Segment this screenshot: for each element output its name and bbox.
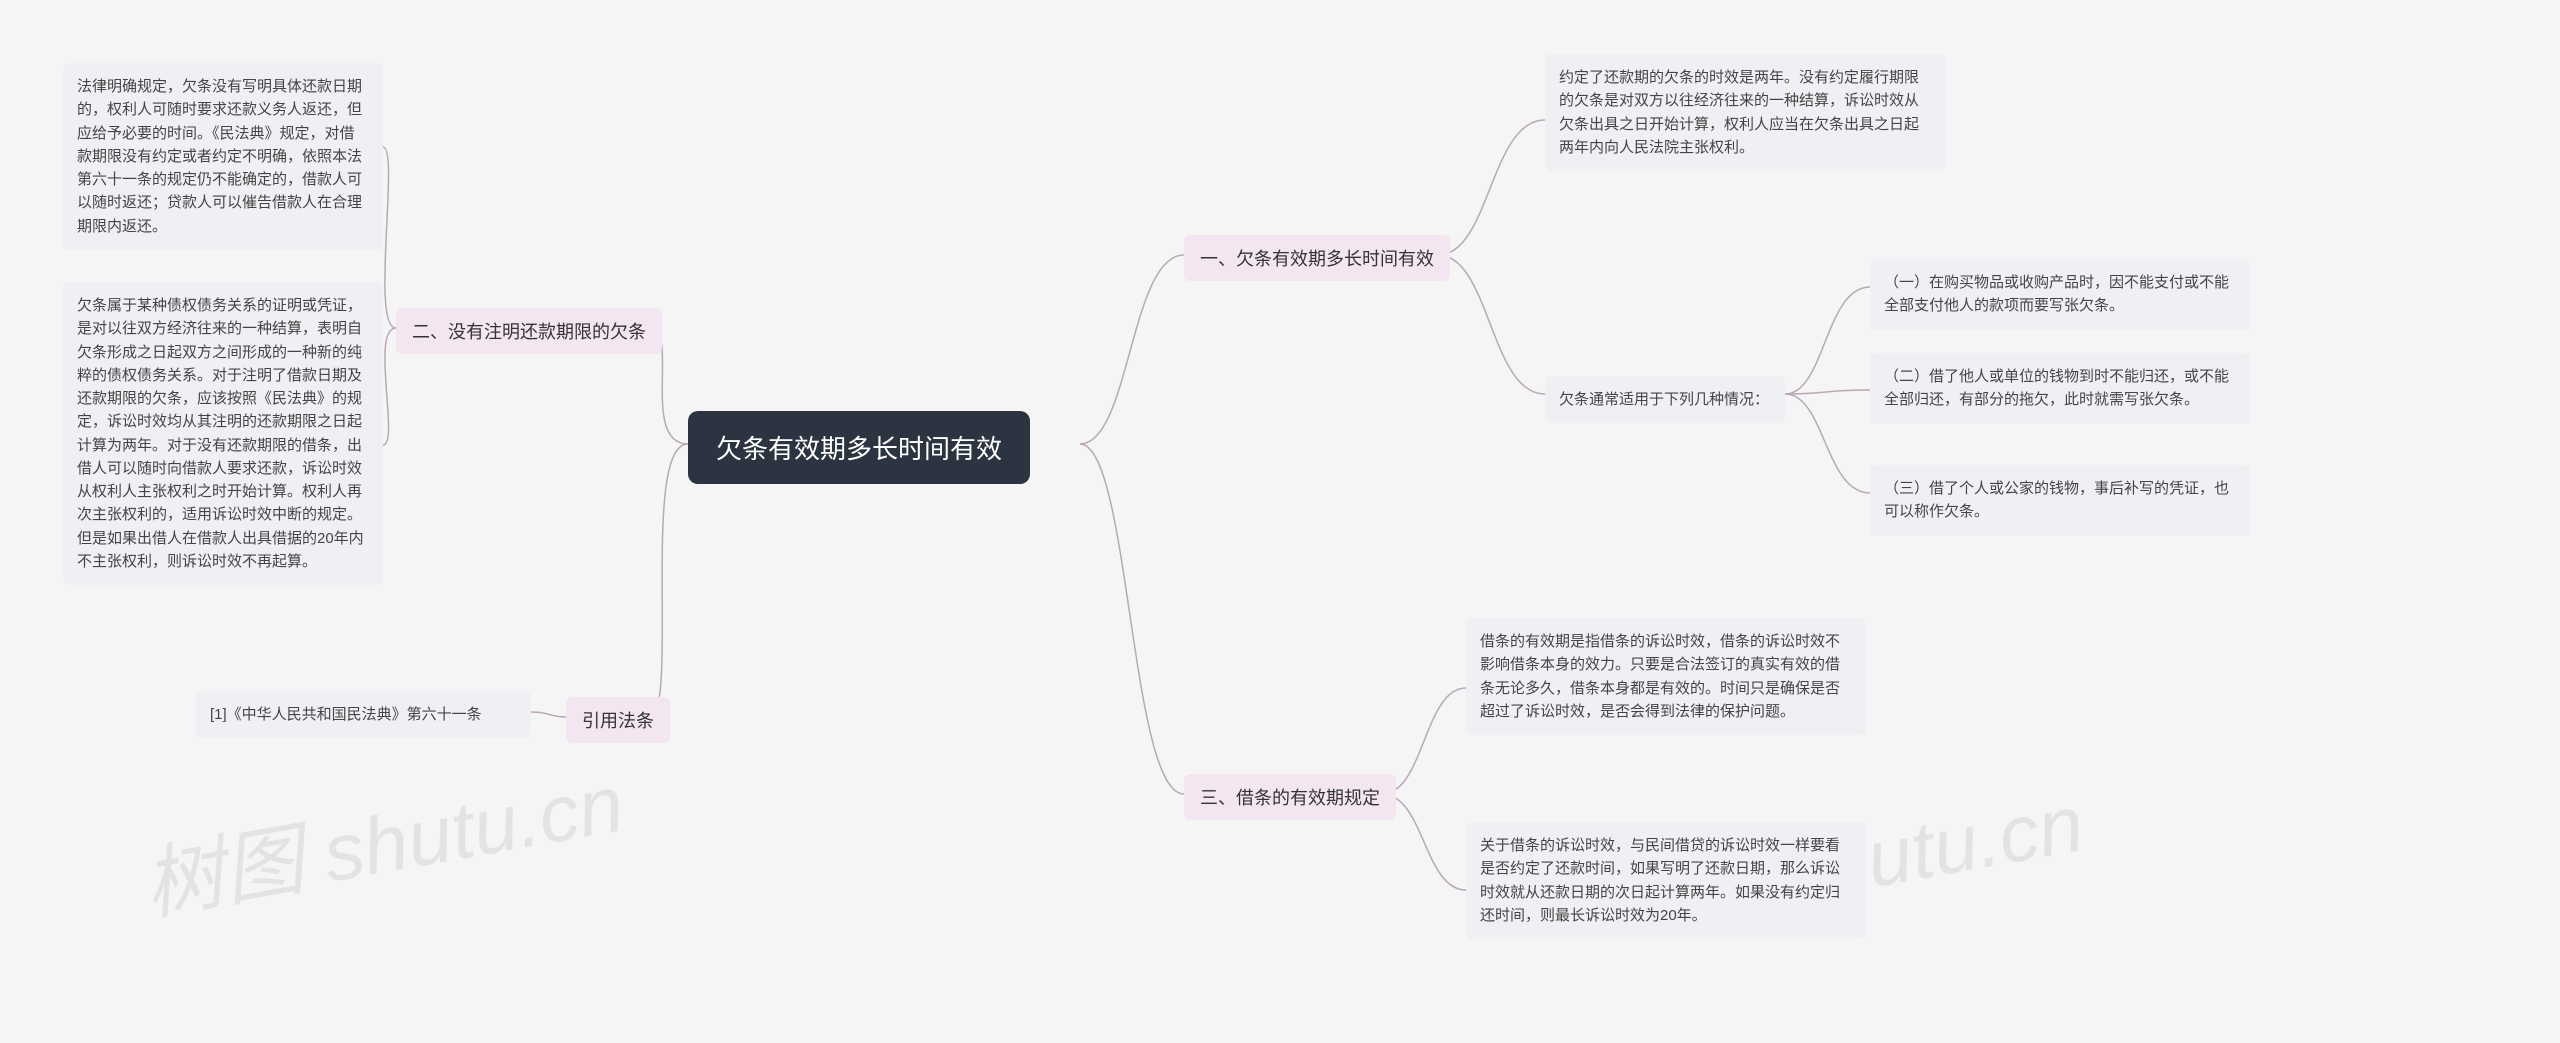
watermark: 树图 shutu.cn bbox=[134, 739, 631, 937]
leaf-node[interactable]: 法律明确规定，欠条没有写明具体还款日期的，权利人可随时要求还款义务人返还，但应给… bbox=[63, 63, 383, 250]
leaf-node[interactable]: （三）借了个人或公家的钱物，事后补写的凭证，也可以称作欠条。 bbox=[1870, 465, 2250, 536]
leaf-node[interactable]: 约定了还款期的欠条的时效是两年。没有约定履行期限的欠条是对双方以往经济往来的一种… bbox=[1545, 54, 1945, 171]
leaf-node[interactable]: 借条的有效期是指借条的诉讼时效，借条的诉讼时效不影响借条本身的效力。只要是合法签… bbox=[1466, 618, 1866, 735]
leaf-node[interactable]: 关于借条的诉讼时效，与民间借贷的诉讼时效一样要看是否约定了还款时间，如果写明了还… bbox=[1466, 822, 1866, 939]
root-node[interactable]: 欠条有效期多长时间有效 bbox=[688, 411, 1030, 484]
branch-1[interactable]: 一、欠条有效期多长时间有效 bbox=[1184, 235, 1450, 281]
branch-3[interactable]: 三、借条的有效期规定 bbox=[1184, 774, 1396, 820]
mindmap-canvas: 树图 shutu.cn 树图 shutu.cn 欠条有效期多长时间有效 一、欠条… bbox=[0, 0, 2560, 1043]
branch-2[interactable]: 二、没有注明还款期限的欠条 bbox=[396, 308, 662, 354]
leaf-node[interactable]: （一）在购买物品或收购产品时，因不能支付或不能全部支付他人的款项而要写张欠条。 bbox=[1870, 259, 2250, 330]
branch-citations[interactable]: 引用法条 bbox=[566, 697, 670, 743]
leaf-node[interactable]: 欠条属于某种债权债务关系的证明或凭证，是对以往双方经济往来的一种结算，表明自欠条… bbox=[63, 282, 383, 585]
leaf-node[interactable]: 欠条通常适用于下列几种情况： bbox=[1545, 376, 1785, 423]
leaf-node[interactable]: （二）借了他人或单位的钱物到时不能归还，或不能全部归还，有部分的拖欠，此时就需写… bbox=[1870, 353, 2250, 424]
leaf-node[interactable]: [1]《中华人民共和国民法典》第六十一条 bbox=[196, 691, 531, 738]
